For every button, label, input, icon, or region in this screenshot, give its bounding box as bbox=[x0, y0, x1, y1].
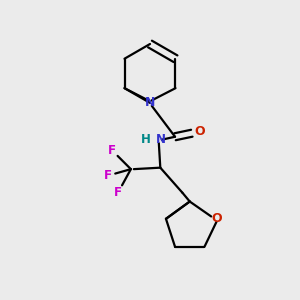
Text: N: N bbox=[156, 133, 166, 146]
Text: F: F bbox=[108, 144, 116, 157]
Text: F: F bbox=[104, 169, 112, 182]
Text: N: N bbox=[145, 96, 155, 110]
Text: O: O bbox=[212, 212, 222, 225]
Text: H: H bbox=[141, 133, 151, 146]
Text: F: F bbox=[114, 186, 122, 199]
Text: O: O bbox=[195, 125, 206, 138]
